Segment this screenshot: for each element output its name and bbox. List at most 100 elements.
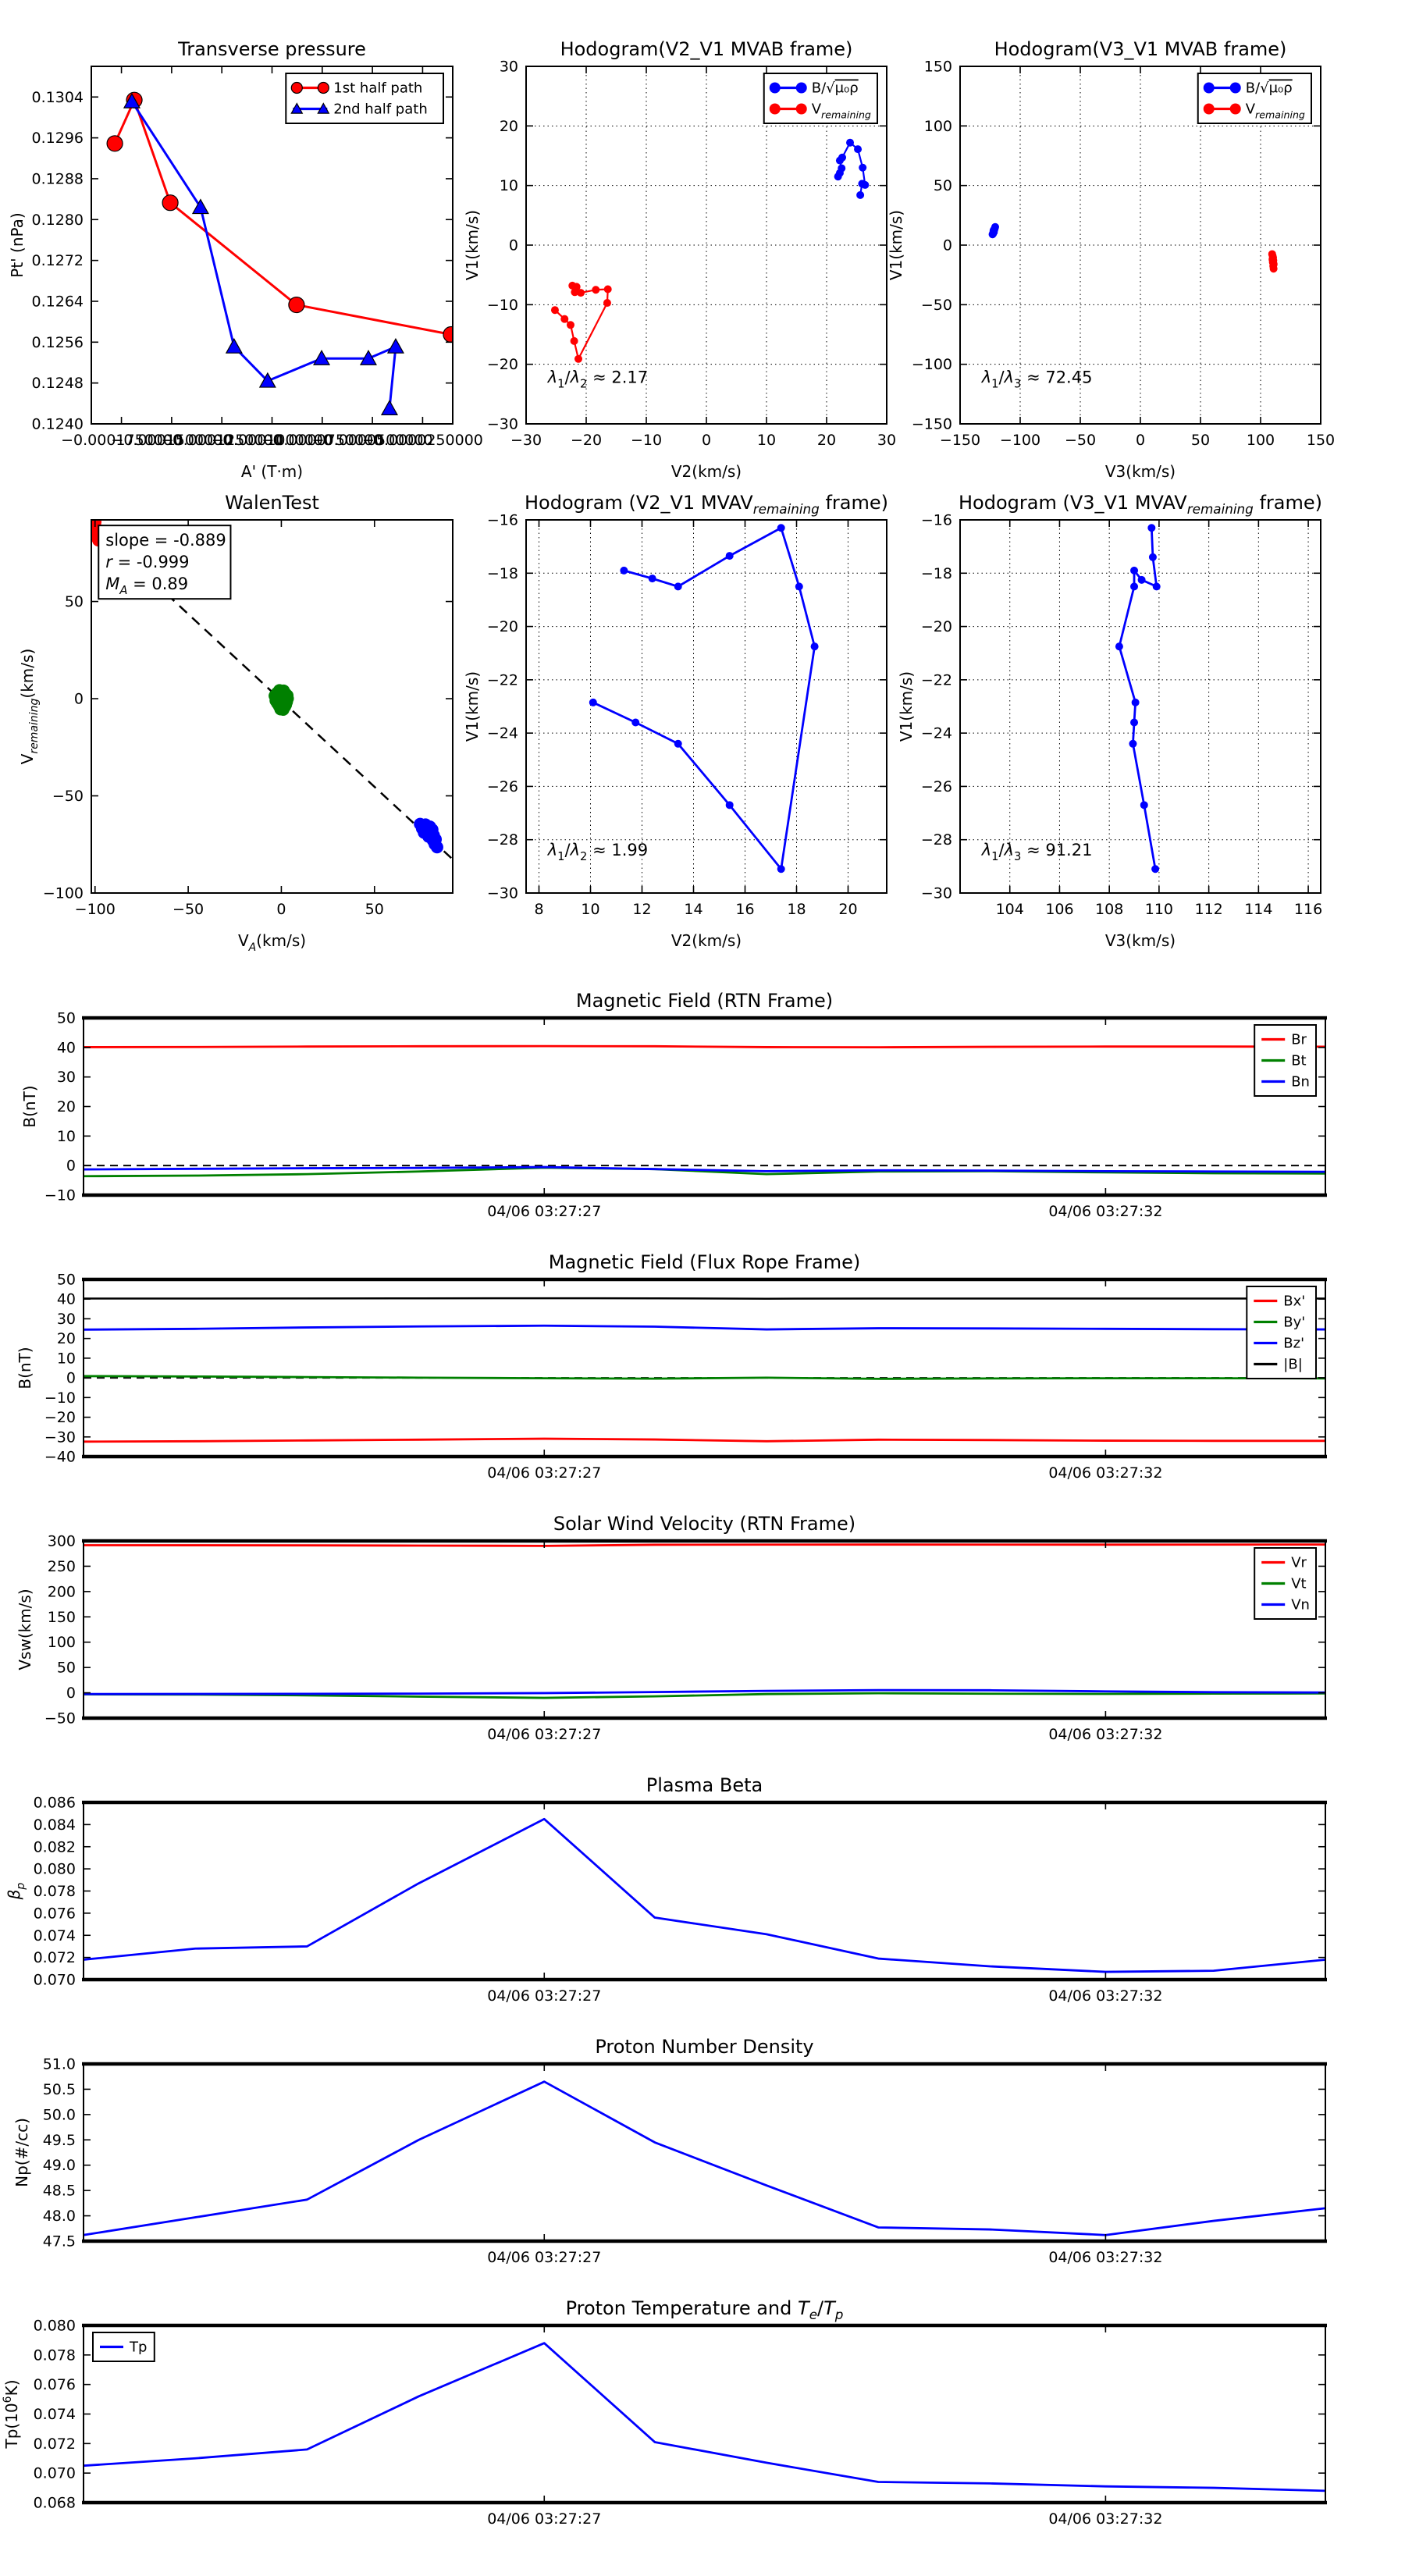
x-tick-label: −10: [631, 432, 662, 449]
axis-ticks: 8 10 12 14 16 18 20 −30 −28 −26 −24 −22 −20 −18 −16: [487, 512, 887, 918]
annotation-line: r = -0.999: [105, 553, 189, 571]
y-tick-label: −30: [487, 416, 518, 433]
axis-ticks: −150 −100 −50 0 50 100 150 −150 −100 −50 0 50 100 150: [912, 59, 1335, 450]
y-tick-label: −24: [921, 725, 952, 742]
y-tick-label: 0.1256: [32, 334, 84, 351]
y-tick-label: −30: [487, 885, 518, 902]
x-tick-label: 114: [1244, 901, 1272, 918]
x-tick-label: −0.0000750000: [261, 432, 382, 449]
y-tick-label: −26: [921, 778, 952, 795]
legend-label: 2nd half path: [333, 101, 427, 118]
chart-proton-temperature: 04/06 03:27:27 04/06 03:27:32 0.068 0.070 0.…: [2, 2297, 1327, 2528]
y-tick-label: −28: [921, 831, 952, 849]
y-tick-label: 0.072: [34, 2435, 76, 2453]
legend-label: 1st half path: [333, 80, 422, 97]
y-tick-label: 20: [57, 1098, 76, 1115]
x-tick-label: 04/06 03:27:32: [1048, 1726, 1162, 1743]
chart-title: Hodogram(V3_V1 MVAB frame): [994, 38, 1287, 60]
legend-label: Vremaining: [1246, 101, 1305, 121]
legend-label: Tp: [129, 2339, 147, 2356]
x-tick-label: −0.0000500000: [312, 432, 433, 449]
y-tick-label: 0.1248: [32, 375, 84, 392]
y-tick-label: 0.070: [34, 1972, 76, 1989]
y-axis-label: Vremaining(km/s): [18, 649, 41, 765]
y-tick-label: 50.5: [43, 2081, 76, 2098]
annotation: λ1/λ3 ≈ 91.21: [981, 841, 1093, 863]
x-tick-label: 108: [1095, 901, 1123, 918]
y-tick-label: −30: [44, 1429, 76, 1446]
chart-title: Proton Temperature and Te/Tp: [566, 2297, 844, 2322]
y-tick-label: 10: [57, 1350, 76, 1367]
y-tick-label: 50.0: [43, 2106, 76, 2123]
y-tick-label: −10: [44, 1389, 76, 1407]
x-tick-label: −50: [173, 901, 204, 918]
x-tick-label: 20: [817, 432, 836, 449]
axis-ticks: 104 106 108 110 112 114 116 −30 −28 −26 −24 −22 −20 −…: [921, 512, 1322, 919]
y-tick-label: 0.076: [34, 1905, 76, 1922]
chart-title: Transverse pressure: [177, 38, 366, 60]
x-tick-label: 112: [1194, 901, 1222, 918]
series-group: [84, 1543, 1325, 1699]
y-tick-label: 0.068: [34, 2495, 76, 2512]
chart-title: Magnetic Field (RTN Frame): [576, 990, 833, 1012]
y-tick-label: 30: [57, 1311, 76, 1328]
series-group: [988, 222, 1278, 273]
x-tick-label: 04/06 03:27:32: [1048, 2249, 1162, 2266]
y-tick-label: 0.078: [34, 1883, 76, 1900]
x-tick-label: −0.0001250000: [162, 432, 283, 449]
x-tick-label: 04/06 03:27:27: [487, 1203, 601, 1220]
x-tick-label: 04/06 03:27:27: [487, 1726, 601, 1743]
y-tick-label: 10: [500, 177, 518, 194]
y-tick-label: 200: [48, 1583, 76, 1600]
y-tick-label: 0.1288: [32, 170, 84, 187]
y-tick-label: −20: [44, 1409, 76, 1426]
y-tick-label: 0: [66, 1370, 76, 1387]
x-tick-label: 04/06 03:27:27: [487, 2510, 601, 2528]
legend-label: B/√μ₀ρ: [1246, 80, 1293, 97]
x-tick-label: 04/06 03:27:32: [1048, 1464, 1162, 1482]
y-tick-label: 0.070: [34, 2465, 76, 2482]
x-tick-label: 04/06 03:27:27: [487, 2249, 601, 2266]
x-tick-label: 104: [996, 901, 1024, 918]
annotation-line: slope = -0.889: [105, 531, 226, 550]
y-tick-label: 20: [500, 118, 518, 135]
series-group: [84, 2342, 1325, 2492]
y-tick-label: −24: [487, 725, 518, 742]
x-tick-label: 20: [838, 901, 857, 918]
x-tick-label: 0: [276, 901, 286, 918]
x-tick-label: 106: [1045, 901, 1073, 918]
y-tick-label: 50: [65, 593, 84, 610]
x-tick-label: −20: [571, 432, 602, 449]
legend-label: By': [1283, 1315, 1305, 1331]
chart-hodogram-v3v1-mvav: 104 106 108 110 112 114 116 −30 −28 −26 −24 −22 −20 −…: [897, 492, 1322, 950]
x-axis-label: A' (T·m): [241, 462, 303, 481]
y-axis-label: Tp(106K): [2, 2379, 21, 2449]
x-tick-label: −50: [1065, 432, 1096, 449]
legend: Tp: [92, 2332, 155, 2362]
y-axis-label: V1(km/s): [897, 671, 916, 742]
chart-title: Magnetic Field (Flux Rope Frame): [549, 1251, 860, 1273]
chart-transverse-pressure: −0.0001750000−0.0001500000−0.0001250000−…: [8, 38, 483, 481]
x-tick-label: 50: [1191, 432, 1210, 449]
y-tick-label: 40: [57, 1291, 76, 1308]
y-tick-label: −100: [43, 885, 84, 902]
y-tick-label: −40: [44, 1449, 76, 1466]
gridlines: [526, 519, 887, 894]
chart-title: Hodogram(V2_V1 MVAB frame): [560, 38, 853, 60]
y-tick-label: 150: [924, 59, 952, 76]
x-tick-label: −0.0001750000: [61, 432, 182, 449]
series-group: [106, 91, 453, 415]
x-axis-label: V3(km/s): [1105, 462, 1176, 481]
x-tick-label: 100: [1247, 432, 1275, 449]
y-tick-label: 50: [57, 1272, 76, 1289]
chart-magnetic-field-rtn: 04/06 03:27:27 04/06 03:27:32 −10 0 10 20 30 40…: [20, 990, 1327, 1220]
annotation-box: slope = -0.889 r = -0.999 MA = 0.89: [98, 525, 232, 600]
y-tick-label: 50: [57, 1660, 76, 1677]
x-tick-label: 110: [1145, 901, 1173, 918]
y-tick-label: 0.1264: [32, 293, 84, 310]
x-tick-label: 04/06 03:27:32: [1048, 2510, 1162, 2528]
y-tick-label: −50: [44, 1710, 76, 1727]
y-tick-label: −30: [921, 885, 952, 902]
legend-label: Br: [1291, 1032, 1307, 1048]
